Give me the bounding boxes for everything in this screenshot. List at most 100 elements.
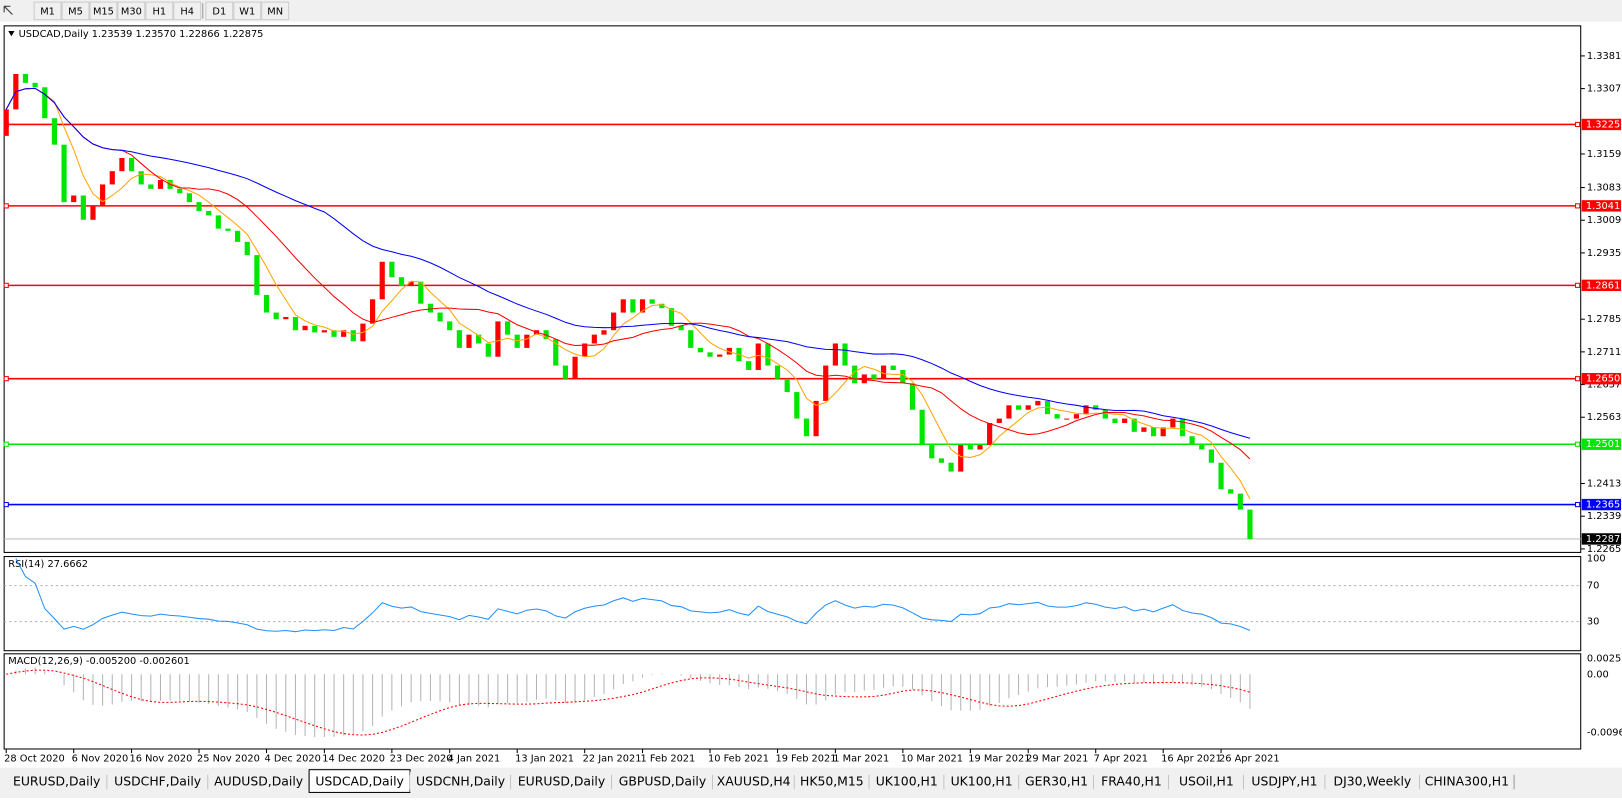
level-label-box [1581, 200, 1622, 212]
timeframe-button[interactable] [117, 1, 146, 21]
timeframe-label: M1 [40, 6, 55, 17]
tab[interactable] [944, 771, 1020, 793]
candle [852, 365, 858, 384]
tab[interactable] [107, 771, 209, 793]
macd-tick-label: 0.00 [1587, 669, 1609, 680]
candle [379, 261, 385, 300]
candle [109, 171, 115, 185]
timeframe-button[interactable] [33, 1, 62, 21]
timeframe-button[interactable] [233, 1, 262, 21]
candle [524, 334, 530, 348]
candle [206, 210, 212, 216]
x-tick-label: 19 Feb 2021 [775, 753, 836, 764]
candle [1160, 427, 1166, 437]
tab[interactable] [511, 771, 613, 793]
candle [774, 365, 781, 379]
cursor-icon[interactable] [3, 5, 13, 15]
candle [389, 261, 395, 278]
candle [350, 330, 356, 342]
candle [1208, 449, 1214, 463]
candle [977, 445, 983, 450]
level-label: 1.26503 [1586, 374, 1622, 385]
x-tick-label: 4 Jan 2021 [448, 753, 501, 764]
timeframe-button[interactable] [205, 1, 234, 21]
tab[interactable] [794, 771, 870, 793]
tab[interactable] [6, 771, 108, 793]
candle [418, 281, 424, 304]
candle [582, 343, 588, 357]
timeframe-button[interactable] [173, 1, 202, 21]
tab[interactable] [410, 771, 512, 793]
tab[interactable] [1419, 771, 1515, 793]
candle [909, 383, 916, 410]
candle [755, 343, 761, 370]
timeframe-button[interactable] [261, 1, 290, 21]
timeframe-button[interactable] [89, 1, 118, 21]
tab[interactable] [712, 771, 795, 793]
candle [369, 299, 376, 324]
tab[interactable] [1325, 771, 1420, 793]
tab-label: GBPUSD,Daily [619, 774, 706, 789]
candle [659, 303, 665, 309]
tab-label: USDCNH,Daily [416, 774, 505, 789]
level-marker [3, 441, 9, 447]
candle [32, 82, 38, 88]
tab[interactable] [1093, 771, 1169, 793]
candle [51, 118, 58, 145]
macd-signal [6, 669, 1251, 736]
candle [1093, 405, 1099, 410]
x-tick-label: 10 Mar 2021 [901, 753, 963, 764]
candle [707, 352, 713, 357]
y-tick-label: 1.33070 [1587, 84, 1622, 95]
candle [61, 144, 67, 203]
y-tick-label: 1.24130 [1587, 479, 1622, 490]
candle [562, 365, 569, 379]
tab-label: USDCAD,Daily [315, 774, 404, 789]
candle [22, 74, 29, 83]
x-tick-label: 22 Jan 2021 [583, 753, 642, 764]
candle [1247, 509, 1253, 539]
candle [919, 409, 925, 446]
candle [1083, 405, 1089, 415]
candle [341, 330, 347, 337]
candle [649, 299, 655, 304]
y-tick-label: 1.27110 [1587, 347, 1622, 358]
candle [765, 343, 771, 366]
tab[interactable] [612, 771, 713, 793]
x-tick-label: 6 Nov 2020 [72, 753, 129, 764]
moving-average [5, 87, 1251, 439]
timeframe-button[interactable] [145, 1, 174, 21]
level-label-box [1581, 118, 1622, 131]
tab-label: GER30,H1 [1025, 774, 1088, 789]
timeframe-button[interactable] [61, 1, 90, 21]
candle [1189, 436, 1195, 446]
timeframe-label: H4 [180, 6, 194, 17]
tab[interactable] [1168, 771, 1244, 793]
candle [611, 312, 617, 331]
candle [427, 303, 434, 313]
x-tick-label: 1 Feb 2021 [640, 753, 695, 764]
candle [235, 230, 241, 242]
tab[interactable] [1243, 771, 1326, 793]
tab-label: HK50,M15 [800, 774, 864, 789]
candle [495, 321, 501, 357]
candle [697, 347, 703, 353]
tab[interactable] [869, 771, 945, 793]
candle [1112, 418, 1118, 423]
candle [292, 316, 299, 331]
level-label: 1.25019 [1586, 439, 1622, 450]
menu-arrow[interactable] [8, 31, 15, 37]
tab[interactable] [1019, 771, 1094, 793]
y-tick-label: 1.30830 [1587, 183, 1622, 194]
candle [128, 157, 135, 172]
timeframe-label: D1 [212, 6, 226, 17]
level-label-box [1581, 438, 1622, 450]
timeframe-label: M5 [68, 6, 83, 17]
tab[interactable] [208, 771, 310, 793]
tab-label: AUDUSD,Daily [214, 774, 303, 789]
candle [1054, 414, 1060, 419]
candle [881, 365, 887, 379]
x-tick-label: 14 Dec 2020 [322, 753, 385, 764]
candle [1170, 418, 1176, 428]
candle [119, 157, 125, 172]
